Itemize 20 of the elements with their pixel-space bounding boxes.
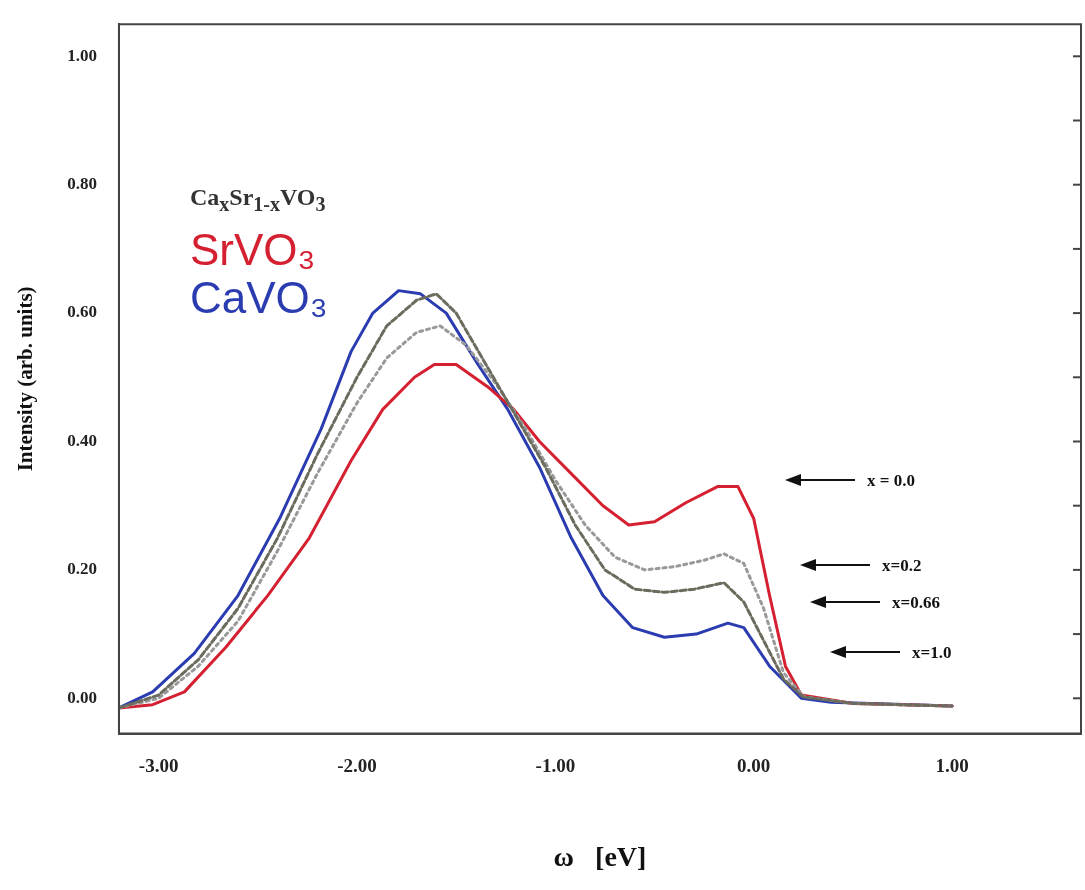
x-tick-label: 0.00 (737, 754, 771, 776)
y-tick-label: 0.60 (67, 302, 97, 322)
y-tick-label: 0.80 (67, 174, 97, 194)
y-tick-label: 0.40 (67, 430, 97, 450)
text: SrVO₃ (190, 224, 317, 274)
y-tick-label: 0.00 (67, 687, 97, 707)
y-tick-label: 1.00 (67, 45, 97, 65)
x-axis-title: ω [eV] (553, 841, 647, 873)
series-label: CaVO₃ (190, 272, 328, 322)
y-tick-label: 0.20 (67, 559, 97, 579)
annotation: x = 0.0 (867, 471, 915, 491)
x-tick-label: 1.00 (935, 754, 969, 776)
legend-title: Ca$_{x}$Sr$_{1-x}$VO$_{3}$ (190, 184, 327, 215)
y-axis-title: Intensity (arb. units) (13, 286, 38, 472)
x-tick-label: -3.00 (138, 754, 179, 776)
annotation: x=1.0 (912, 643, 952, 663)
annotation: x=0.2 (882, 556, 922, 576)
annotation: x=0.66 (892, 593, 940, 613)
x-tick-label: -2.00 (337, 754, 377, 776)
x-tick-label: -1.00 (535, 754, 576, 776)
